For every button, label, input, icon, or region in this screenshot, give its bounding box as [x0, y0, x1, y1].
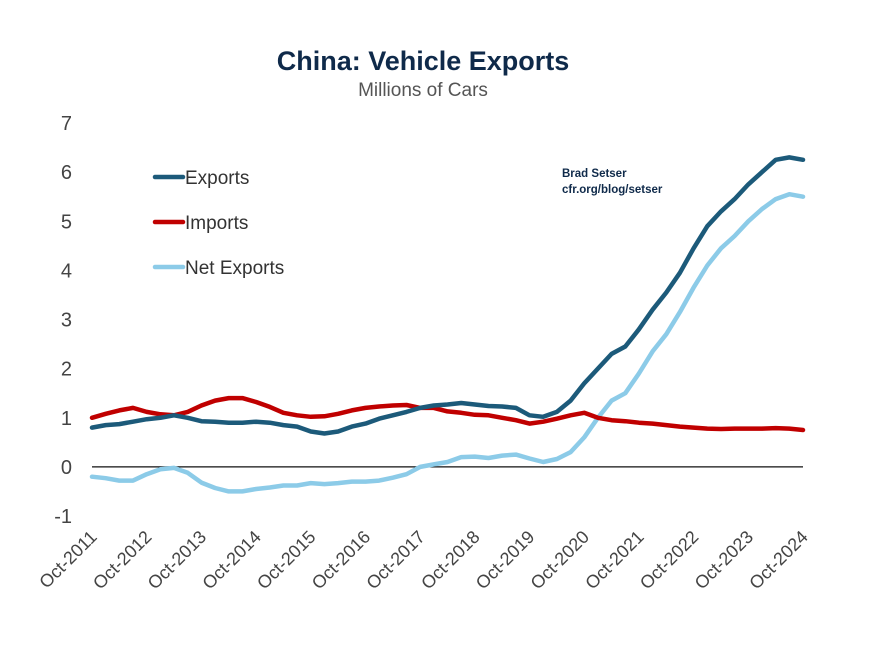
legend-label-exports: Exports [185, 168, 249, 189]
y-tick-label: 2 [61, 359, 72, 381]
credit-author: Brad Setser [562, 168, 627, 180]
credit-url: cfr.org/blog/setser [562, 184, 663, 196]
legend: Exports Imports Net Exports [152, 168, 284, 279]
x-tick-label: Oct-2016 [308, 527, 375, 594]
chart-title: China: Vehicle Exports [277, 46, 570, 76]
y-tick-label: 4 [61, 260, 72, 282]
y-tick-label: 1 [61, 408, 72, 430]
series-line-exports [89, 155, 806, 436]
y-tick-label: 3 [61, 310, 72, 332]
x-tick-label: Oct-2012 [89, 527, 156, 594]
x-tick-label: Oct-2017 [362, 527, 429, 594]
x-tick-label: Oct-2015 [253, 527, 320, 594]
chart-subtitle: Millions of Cars [358, 80, 488, 101]
y-axis-ticks: -1 0 1 2 3 4 5 6 7 [54, 113, 72, 528]
legend-label-imports: Imports [185, 213, 248, 234]
y-tick-label: 6 [61, 162, 72, 184]
x-tick-label: Oct-2021 [581, 527, 648, 594]
series-line-imports [89, 395, 806, 433]
x-tick-label: Oct-2013 [144, 527, 211, 594]
series-layer [89, 155, 806, 494]
x-tick-label: Oct-2014 [198, 527, 265, 594]
x-tick-label: Oct-2023 [691, 527, 758, 594]
y-tick-label: -1 [54, 506, 72, 528]
x-tick-label: Oct-2020 [527, 527, 594, 594]
series-line-net-exports [89, 191, 806, 494]
y-tick-label: 5 [61, 211, 72, 233]
y-tick-label: 7 [61, 113, 72, 135]
x-tick-label: Oct-2019 [472, 527, 539, 594]
x-tick-label: Oct-2018 [417, 527, 484, 594]
x-tick-label: Oct-2024 [745, 527, 812, 594]
x-axis-ticks: Oct-2011Oct-2012Oct-2013Oct-2014Oct-2015… [35, 527, 812, 594]
y-tick-label: 0 [61, 457, 72, 479]
legend-label-net-exports: Net Exports [185, 258, 284, 279]
x-tick-label: Oct-2022 [636, 527, 703, 594]
